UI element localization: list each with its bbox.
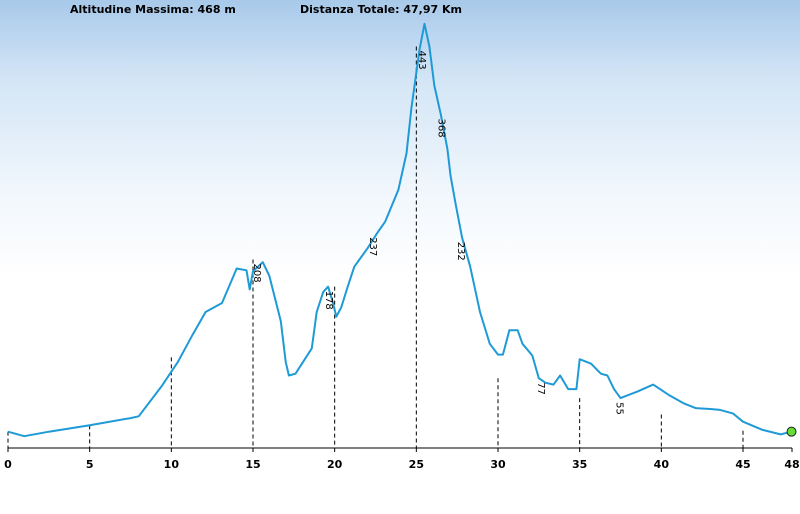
x-tick-label-20: 20 [327,458,343,471]
peak-label-7: 55 [614,402,625,415]
peak-label-2: 237 [367,237,378,256]
peak-label-6: 77 [535,382,546,395]
x-tick-label-0: 0 [4,458,12,471]
x-tick-label-25: 25 [409,458,424,471]
total-distance-value: 47,97 Km [403,3,462,16]
profile-layer [7,22,792,438]
peak-label-5: 232 [455,242,466,261]
peak-label-0: 208 [251,264,262,283]
x-tick-label-35: 35 [572,458,587,471]
x-tick-label-15: 15 [245,458,260,471]
x-tick-label-30: 30 [490,458,506,471]
x-axis-ticks: 0 5 10 15 20 25 30 35 40 45 48 [4,448,800,471]
x-tick-label-5: 5 [86,458,94,471]
chart-background [0,0,800,448]
elevation-line [7,22,792,438]
x-tick-label-40: 40 [654,458,670,471]
total-distance-header: Distanza Totale: 47,97 Km [300,3,462,16]
peak-label-4: 368 [436,119,447,138]
peak-labels-group: 208 178 237 443 368 232 77 55 [251,51,625,415]
end-marker-group [786,426,797,437]
peak-label-3: 443 [416,51,427,70]
x-tick-label-45: 45 [735,458,750,471]
max-altitude-label: Altitudine Massima: [70,3,194,16]
x-tick-label-10: 10 [164,458,180,471]
max-altitude-value: 468 m [197,3,236,16]
x-tick-label-48: 48 [784,458,799,471]
peak-label-1: 178 [323,291,334,310]
max-altitude-header: Altitudine Massima: 468 m [70,3,236,16]
total-distance-label: Distanza Totale: [300,3,400,16]
end-marker [786,426,797,437]
